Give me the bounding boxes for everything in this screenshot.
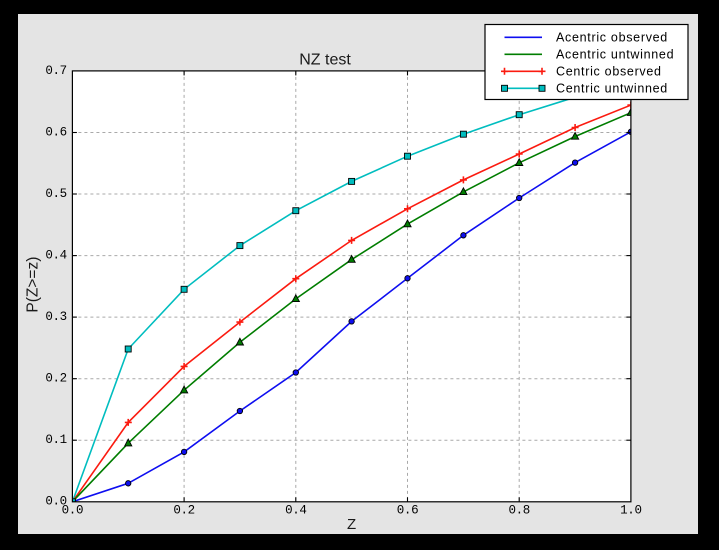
svg-text:0.2: 0.2 [173,504,194,518]
svg-text:0.3: 0.3 [45,310,66,324]
svg-text:0.0: 0.0 [62,504,83,518]
svg-text:0.6: 0.6 [397,504,418,518]
svg-text:0.1: 0.1 [45,433,66,447]
svg-text:NZ test: NZ test [299,51,351,68]
svg-text:Centric untwinned: Centric untwinned [556,82,668,96]
svg-text:0.6: 0.6 [45,125,66,139]
svg-text:0.0: 0.0 [45,495,66,509]
svg-text:0.5: 0.5 [45,187,66,201]
svg-text:P(Z>=z): P(Z>=z) [25,257,42,313]
svg-text:0.4: 0.4 [285,504,306,518]
svg-text:0.7: 0.7 [45,64,66,78]
svg-text:0.8: 0.8 [508,504,529,518]
svg-text:Acentric untwinned: Acentric untwinned [556,48,674,62]
svg-text:0.2: 0.2 [45,372,66,386]
svg-text:Z: Z [347,516,356,533]
svg-text:Centric observed: Centric observed [556,65,662,79]
svg-text:Acentric observed: Acentric observed [556,31,668,45]
svg-text:0.4: 0.4 [45,249,66,263]
svg-text:1.0: 1.0 [620,504,641,518]
